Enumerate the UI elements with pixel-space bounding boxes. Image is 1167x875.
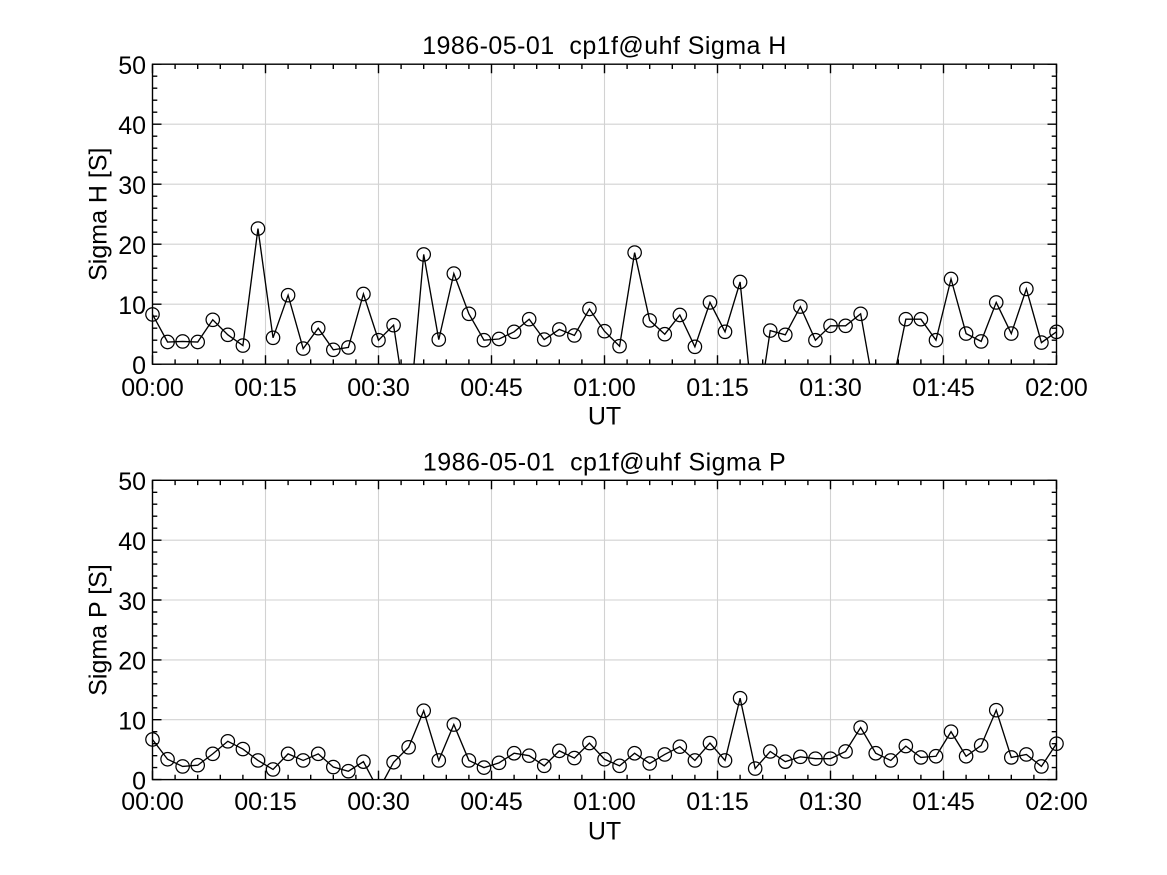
svg-text:00:45: 00:45 xyxy=(460,374,523,402)
svg-text:02:00: 02:00 xyxy=(1025,374,1088,402)
svg-text:20: 20 xyxy=(118,232,146,260)
svg-text:01:30: 01:30 xyxy=(799,374,862,402)
svg-text:30: 30 xyxy=(118,172,146,200)
svg-text:30: 30 xyxy=(118,588,146,616)
svg-text:1986-05-01 cp1f@uhf Sigma H: 1986-05-01 cp1f@uhf Sigma H xyxy=(422,32,787,60)
svg-text:00:30: 00:30 xyxy=(347,788,410,816)
svg-text:01:45: 01:45 xyxy=(912,788,975,816)
svg-text:50: 50 xyxy=(118,468,146,496)
svg-text:00:00: 00:00 xyxy=(121,374,184,402)
svg-text:1986-05-01 cp1f@uhf Sigma P: 1986-05-01 cp1f@uhf Sigma P xyxy=(423,448,786,476)
svg-text:10: 10 xyxy=(118,708,146,736)
svg-text:02:00: 02:00 xyxy=(1025,788,1088,816)
svg-text:00:00: 00:00 xyxy=(121,788,184,816)
svg-text:UT: UT xyxy=(588,403,621,431)
svg-text:40: 40 xyxy=(118,528,146,556)
svg-text:0: 0 xyxy=(132,767,146,795)
svg-text:01:15: 01:15 xyxy=(686,788,749,816)
svg-text:00:15: 00:15 xyxy=(234,374,297,402)
svg-text:Sigma H [S]: Sigma H [S] xyxy=(85,148,113,281)
svg-text:01:30: 01:30 xyxy=(799,788,862,816)
svg-text:10: 10 xyxy=(118,292,146,320)
svg-text:01:45: 01:45 xyxy=(912,374,975,402)
svg-text:00:15: 00:15 xyxy=(234,788,297,816)
svg-text:01:15: 01:15 xyxy=(686,374,749,402)
svg-text:01:00: 01:00 xyxy=(573,788,636,816)
svg-text:20: 20 xyxy=(118,648,146,676)
svg-text:00:45: 00:45 xyxy=(460,788,523,816)
svg-text:00:30: 00:30 xyxy=(347,374,410,402)
svg-text:Sigma P [S]: Sigma P [S] xyxy=(85,564,113,696)
svg-text:50: 50 xyxy=(118,52,146,80)
svg-text:01:00: 01:00 xyxy=(573,374,636,402)
svg-text:40: 40 xyxy=(118,112,146,140)
svg-text:0: 0 xyxy=(132,352,146,380)
svg-text:UT: UT xyxy=(588,818,621,846)
